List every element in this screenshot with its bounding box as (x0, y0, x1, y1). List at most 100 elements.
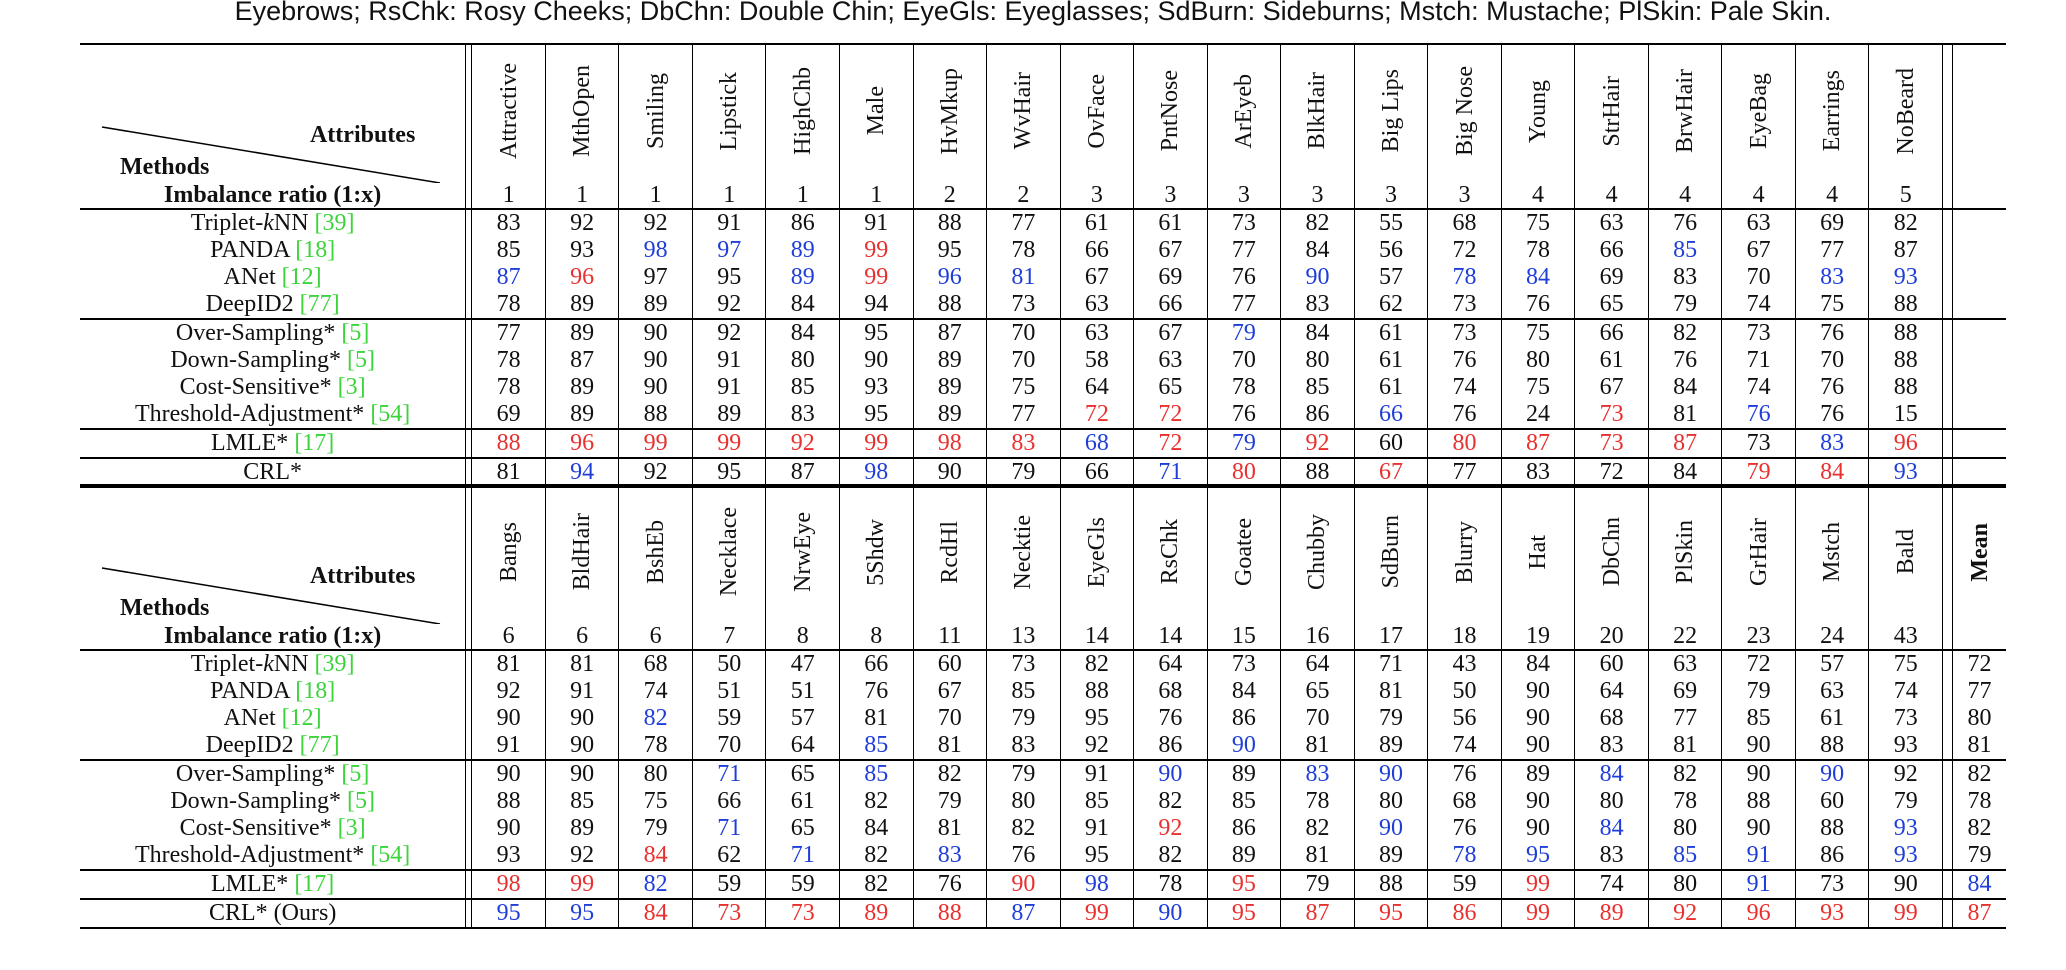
score-cell: 92 (1868, 759, 1943, 788)
attribute-header: EyeBag (1721, 43, 1796, 183)
score-cell: 99 (1059, 898, 1134, 929)
score-cell: 70 (912, 705, 987, 732)
score-cell: 78 (986, 237, 1061, 264)
score-cell: 98 (838, 457, 914, 488)
score-cell: 83 (471, 209, 546, 237)
score-cell: 81 (912, 815, 987, 842)
score-cell: 65 (765, 815, 840, 842)
ratio-cell: 22 (1647, 624, 1722, 651)
citation-ref[interactable]: [3] (337, 374, 366, 400)
mean-cell (1952, 347, 2006, 374)
score-cell: 88 (1794, 732, 1869, 760)
score-cell: 81 (471, 457, 546, 488)
score-cell: 84 (618, 898, 693, 929)
score-cell: 60 (1353, 428, 1428, 458)
attribute-name: Hat (1525, 534, 1552, 570)
score-cell: 87 (544, 347, 619, 374)
citation-ref[interactable]: [17] (294, 871, 335, 897)
score-cell: 88 (618, 401, 693, 429)
score-cell: 95 (838, 318, 914, 347)
citation-ref[interactable]: [18] (295, 678, 336, 704)
score-cell: 78 (1206, 374, 1281, 401)
method-name: DeepID2 [77] (205, 291, 340, 317)
score-cell: 61 (1353, 347, 1428, 374)
citation-ref[interactable]: [39] (314, 210, 355, 236)
score-cell: 83 (1794, 428, 1869, 458)
score-cell: 78 (1133, 869, 1208, 899)
score-cell: 90 (1500, 678, 1575, 705)
table-row: DeepID2 [77] 78 89 89 92 84 94 88 73 63 66 77 83 62 73… (80, 291, 2006, 319)
citation-ref[interactable]: [12] (281, 264, 322, 290)
method-name: CRL* (80, 457, 466, 488)
score-cell: 67 (1059, 264, 1134, 291)
table-row: PANDA [18] 85 93 98 97 89 99 95 78 66 67 77 84 56 72 78… (80, 237, 2006, 264)
attribute-name: NrwEye (789, 512, 816, 592)
ratio-cell: 3 (1133, 183, 1208, 210)
ratio-cell: 1 (765, 183, 840, 210)
score-cell: 93 (838, 374, 914, 401)
score-cell: 83 (1280, 291, 1355, 319)
score-cell: 69 (1133, 264, 1208, 291)
score-cell: 96 (912, 264, 987, 291)
attribute-name: Bangs (495, 522, 522, 582)
method-name: ANet [12] (223, 705, 322, 731)
citation-ref[interactable]: [5] (346, 788, 375, 814)
score-cell: 85 (986, 678, 1061, 705)
citation-ref[interactable]: [54] (370, 401, 411, 427)
citation-ref[interactable]: [18] (295, 237, 336, 263)
score-cell: 73 (691, 898, 766, 929)
attribute-header: BrwHair (1647, 43, 1722, 183)
score-cell: 85 (1647, 842, 1722, 870)
score-cell: 99 (838, 264, 914, 291)
score-cell: 89 (912, 374, 987, 401)
table-row: Over-Sampling* [5] 90 90 80 71 65 85 82 79 91 90 89… (80, 759, 2006, 788)
score-cell: 95 (1059, 705, 1134, 732)
score-cell: 80 (986, 788, 1061, 815)
score-cell: 80 (1647, 815, 1722, 842)
score-cell: 83 (765, 401, 840, 429)
attributes-label: Attributes (309, 563, 416, 589)
ratio-cell: 2 (986, 183, 1061, 210)
score-cell: 89 (1206, 842, 1281, 870)
score-cell: 76 (912, 869, 987, 899)
ratio-cell: 5 (1868, 183, 1943, 210)
attribute-name: Big Nose (1451, 66, 1478, 156)
score-cell: 76 (1427, 759, 1502, 788)
score-cell: 85 (838, 759, 914, 788)
citation-ref[interactable]: [5] (341, 761, 370, 787)
score-cell: 15 (1868, 401, 1943, 429)
score-cell: 79 (1721, 457, 1796, 488)
score-cell: 90 (471, 759, 546, 788)
score-cell: 73 (1206, 650, 1281, 678)
score-cell: 87 (912, 318, 987, 347)
score-cell: 50 (691, 650, 766, 678)
citation-ref[interactable]: [5] (341, 320, 370, 346)
method-name: Over-Sampling* [5] (80, 318, 466, 347)
score-cell: 85 (765, 374, 840, 401)
citation-ref[interactable]: [54] (370, 842, 411, 868)
score-cell: 99 (838, 428, 914, 458)
score-cell: 96 (544, 264, 619, 291)
score-cell: 74 (1721, 291, 1796, 319)
score-cell: 81 (986, 264, 1061, 291)
citation-ref[interactable]: [12] (281, 705, 322, 731)
citation-ref[interactable]: [77] (299, 291, 340, 317)
score-cell: 71 (691, 815, 766, 842)
score-cell: 77 (1647, 705, 1722, 732)
score-cell: 73 (1721, 428, 1796, 458)
mean-cell: 84 (1952, 869, 2006, 899)
score-cell: 85 (471, 237, 546, 264)
score-cell: 99 (1868, 898, 1943, 929)
citation-ref[interactable]: [3] (337, 815, 366, 841)
score-cell: 71 (765, 842, 840, 870)
citation-ref[interactable]: [39] (314, 651, 355, 677)
score-cell: 63 (1721, 209, 1796, 237)
table-row: LMLE* [17] 98 99 82 59 59 82 76 90 98 78 95 79 88 59 99… (80, 869, 2006, 899)
score-cell: 89 (765, 237, 840, 264)
score-cell: 90 (912, 457, 987, 488)
table-caption: Eyebrows; RsChk: Rosy Cheeks; DbChn: Dou… (234, 0, 1832, 26)
citation-ref[interactable]: [5] (346, 347, 375, 373)
score-cell: 82 (986, 815, 1061, 842)
citation-ref[interactable]: [17] (294, 430, 335, 456)
citation-ref[interactable]: [77] (299, 732, 340, 758)
